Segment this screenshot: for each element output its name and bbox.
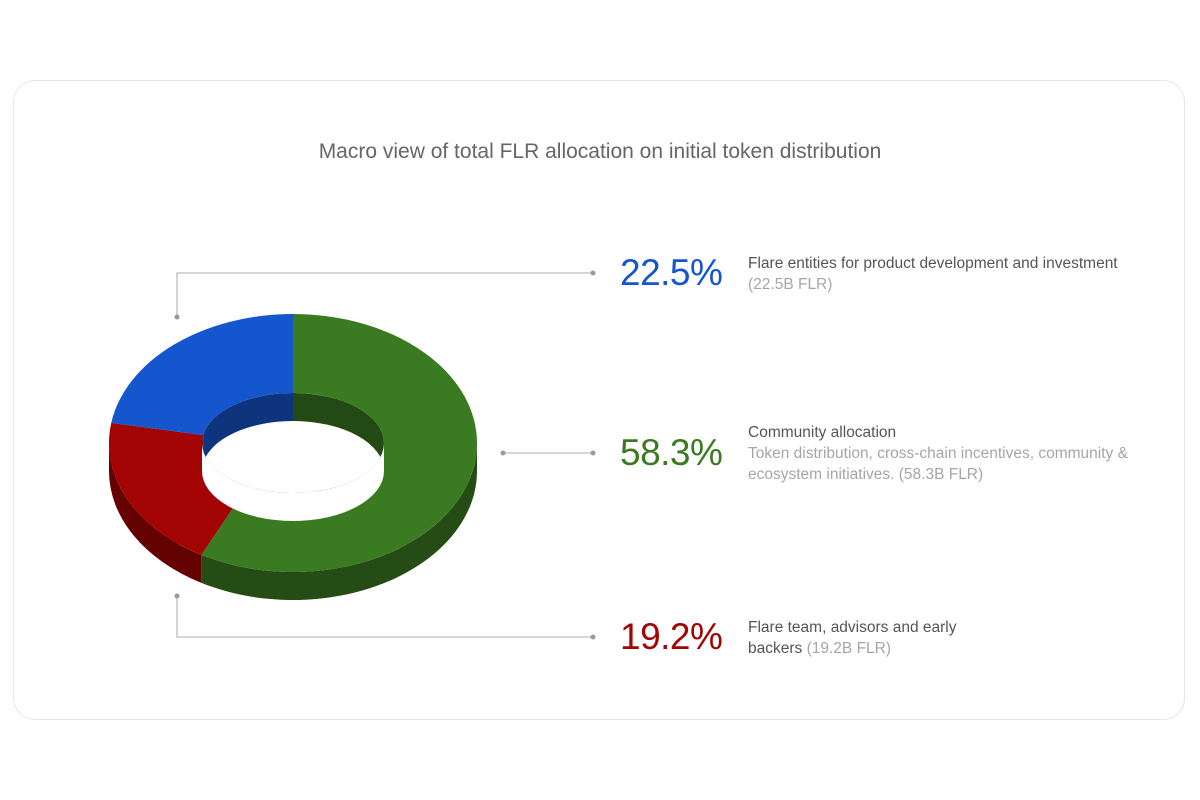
- leader-line-team: [176, 596, 593, 638]
- leader-dot: [174, 593, 180, 599]
- legend-team-secondary: (19.2B FLR): [806, 640, 892, 657]
- leader-line-entities: [176, 272, 593, 317]
- legend-community-primary: Community allocation: [748, 424, 897, 441]
- legend-community: Community allocation Token distribution,…: [748, 422, 1128, 485]
- legend-entities-secondary: (22.5B FLR): [748, 276, 833, 293]
- legend-team: Flare team, advisors and early backers (…: [748, 617, 988, 659]
- leader-dot: [590, 450, 596, 456]
- donut-3d: [108, 314, 478, 600]
- outer-wall-team: [108, 443, 202, 583]
- inner-wall-entities: [203, 393, 293, 464]
- value-label-team: 19.2%: [620, 616, 723, 657]
- donut-hole: [202, 443, 384, 521]
- outer-wall-community: [201, 443, 478, 600]
- value-label-entities: 22.5%: [620, 252, 723, 293]
- leader-dot: [174, 314, 180, 320]
- value-label-community: 58.3%: [620, 432, 723, 473]
- legend-community-secondary: Token distribution, cross-chain incentiv…: [748, 445, 1128, 483]
- leader-dot: [500, 450, 506, 456]
- inner-wall-community: [293, 393, 384, 471]
- leader-lines: [176, 272, 593, 638]
- chart-title: Macro view of total FLR allocation on in…: [318, 140, 882, 163]
- slice-entities: [111, 314, 293, 436]
- leader-dot: [590, 270, 596, 276]
- legend-entities: Flare entities for product development a…: [748, 253, 1148, 295]
- leader-dots: [174, 270, 596, 640]
- leader-dot: [590, 634, 596, 640]
- legend-entities-primary: Flare entities for product development a…: [748, 255, 1118, 272]
- slice-team: [108, 422, 248, 555]
- legend-team-primary: Flare team, advisors and early backers: [748, 619, 957, 657]
